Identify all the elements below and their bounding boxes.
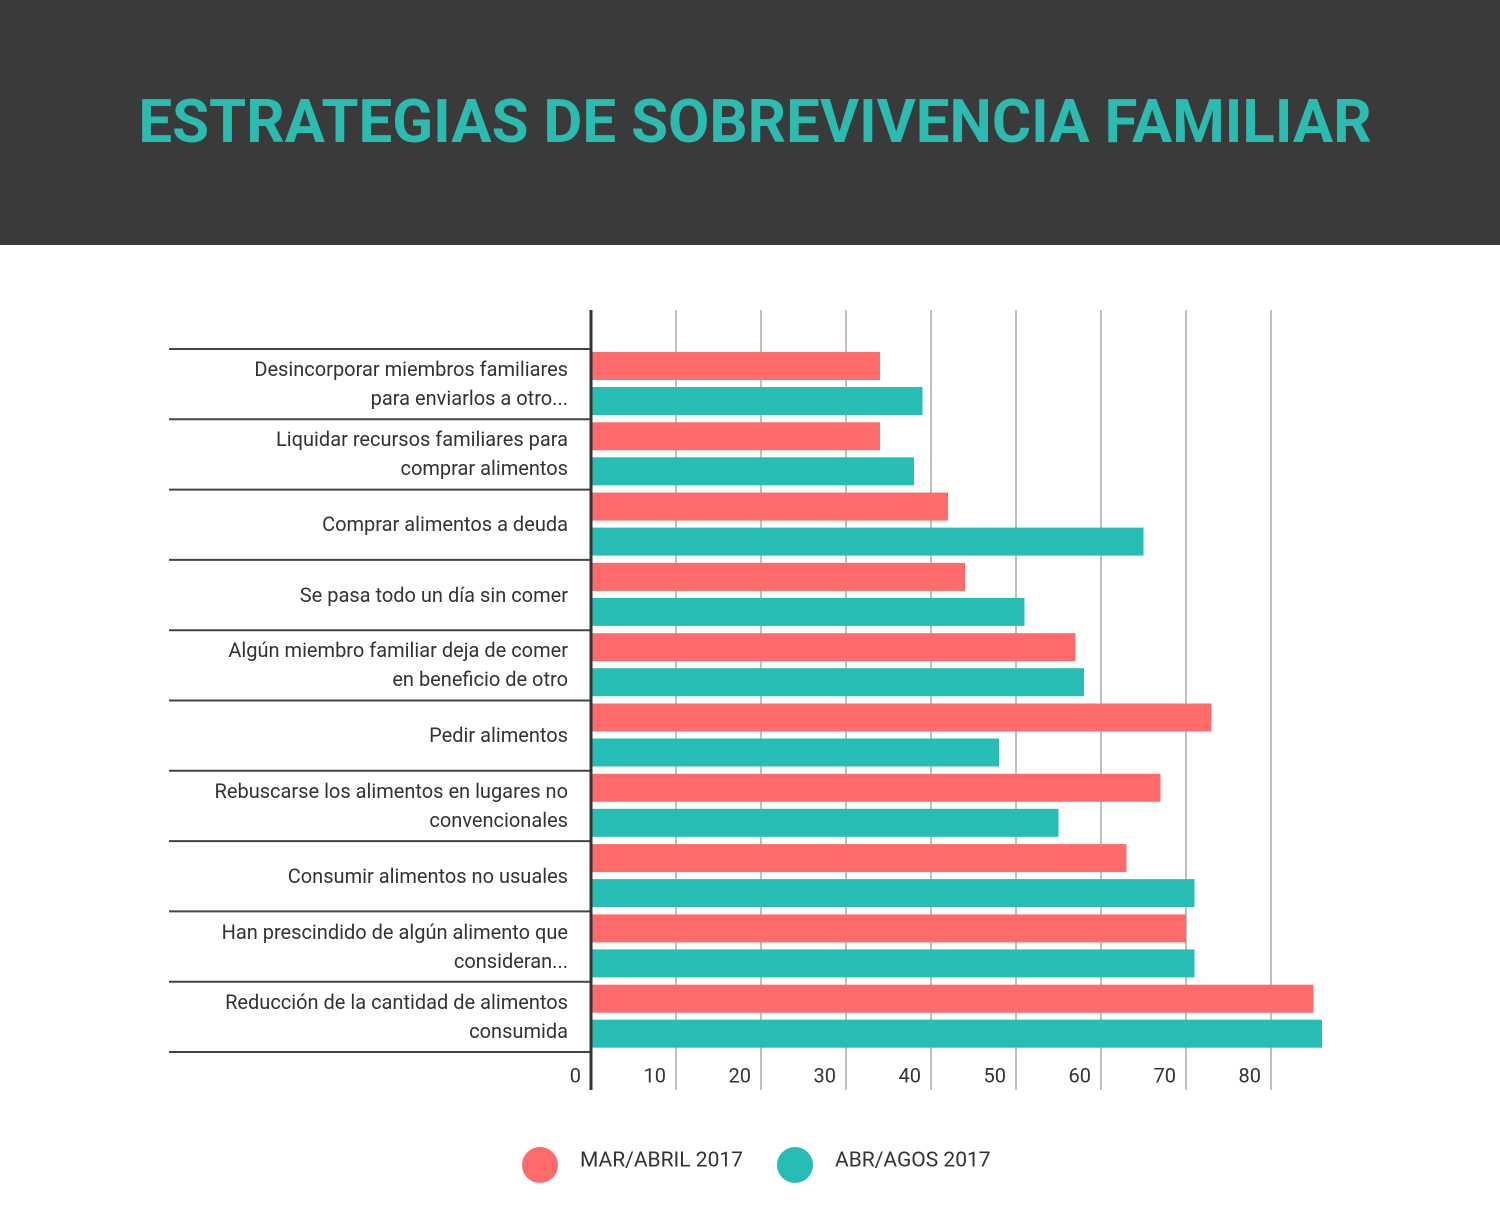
x-tick-label: 40 xyxy=(899,1063,921,1087)
bar xyxy=(591,597,1025,626)
y-tick-label: Reducción de la cantidad de alimentos co… xyxy=(225,989,568,1043)
bar xyxy=(591,633,1076,662)
bar xyxy=(591,1019,1322,1048)
y-tick-label: Liquidar recursos familiares para compra… xyxy=(276,427,568,481)
x-tick-label: 60 xyxy=(1069,1063,1091,1087)
x-tick-label: 0 xyxy=(570,1063,581,1087)
bar xyxy=(591,949,1195,978)
y-tick-label: Han prescindido de algún alimento que co… xyxy=(221,919,568,973)
y-tick-label: Consumir alimentos no usuales xyxy=(287,863,568,888)
x-tick-label: 10 xyxy=(644,1063,666,1087)
legend-swatch xyxy=(522,1147,558,1183)
bar xyxy=(591,492,948,521)
x-tick-label: 80 xyxy=(1239,1063,1261,1087)
legend-swatch xyxy=(777,1147,813,1183)
y-tick-label: Se pasa todo un día sin comer xyxy=(299,582,568,607)
bar xyxy=(591,984,1314,1013)
bar xyxy=(591,738,999,767)
bar xyxy=(591,808,1059,837)
bar xyxy=(591,844,1127,873)
legend-label: ABR/AGOS 2017 xyxy=(835,1149,991,1173)
bar xyxy=(591,527,1144,556)
y-tick-label: Rebuscarse los alimentos en lugares no c… xyxy=(214,778,568,832)
y-tick-label: Algún miembro familiar deja de comer en … xyxy=(228,638,568,692)
y-tick-label: Desincorporar miembros familiares para e… xyxy=(254,357,568,411)
chart-title: ESTRATEGIAS DE SOBREVIVENCIA FAMILIAR xyxy=(138,86,1371,157)
bar xyxy=(591,914,1186,943)
bar xyxy=(591,457,914,486)
x-tick-label: 20 xyxy=(729,1063,751,1087)
bar xyxy=(591,703,1212,732)
y-tick-label: Comprar alimentos a deuda xyxy=(322,512,568,537)
bar xyxy=(591,773,1161,802)
y-tick-label: Pedir alimentos xyxy=(429,723,568,748)
bar xyxy=(591,668,1084,697)
x-tick-label: 50 xyxy=(984,1063,1006,1087)
legend-label: MAR/ABRIL 2017 xyxy=(580,1149,743,1173)
bar xyxy=(591,879,1195,908)
bar xyxy=(591,422,880,451)
x-tick-label: 70 xyxy=(1154,1063,1176,1087)
bar xyxy=(591,387,923,415)
bar xyxy=(591,352,880,380)
bar xyxy=(591,562,965,591)
x-tick-label: 30 xyxy=(814,1063,836,1087)
header xyxy=(0,0,1500,245)
